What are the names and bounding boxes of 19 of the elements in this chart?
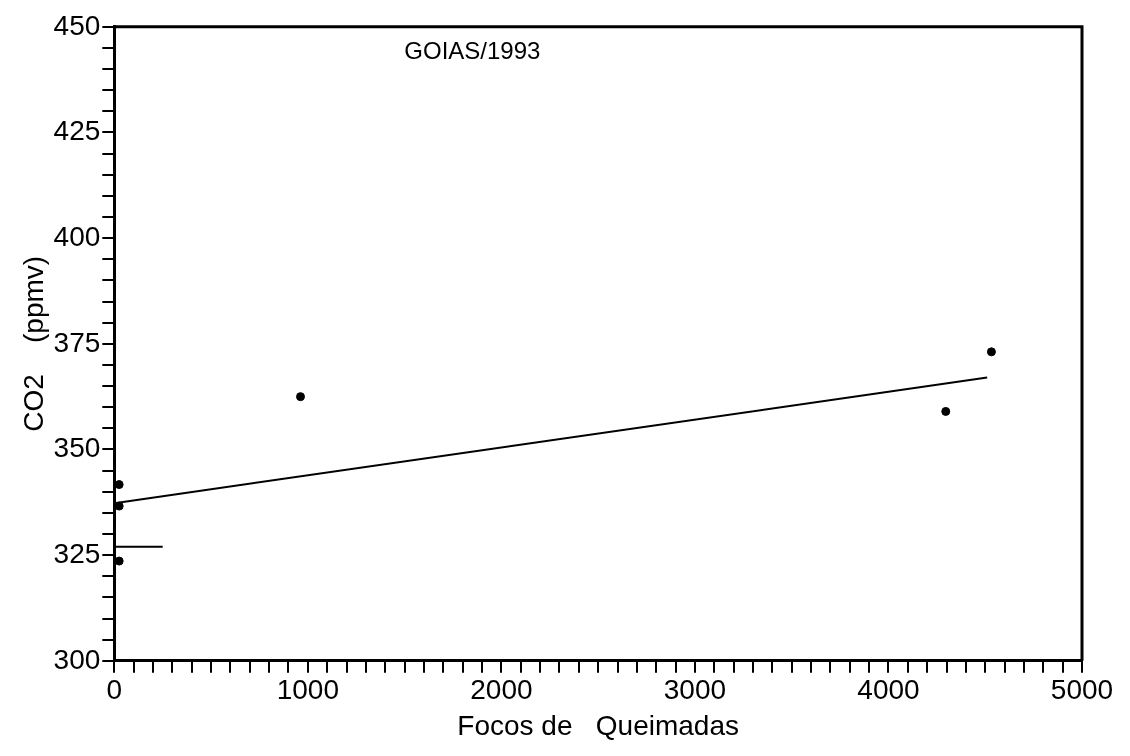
x-tick-label: 3000 xyxy=(663,674,727,706)
y-tick-label: 350 xyxy=(53,432,101,464)
x-tick-label: 4000 xyxy=(857,674,920,706)
y-tick-label: 400 xyxy=(53,220,101,252)
x-axis-title: Focos de Queimadas xyxy=(457,709,740,741)
y-tick-label: 425 xyxy=(53,115,101,147)
x-tick-label: 2000 xyxy=(470,674,533,706)
x-tick-label: 0 xyxy=(106,674,123,706)
y-tick-label: 300 xyxy=(53,643,101,675)
point xyxy=(941,406,951,416)
annotation: GOIAS/1993 xyxy=(404,37,541,65)
x-tick-label: 1000 xyxy=(276,674,339,706)
y-axis-title: CO2 (ppmv) xyxy=(17,255,49,432)
y-tick-label: 325 xyxy=(53,537,101,569)
x-tick-label: 5000 xyxy=(1050,674,1114,706)
point xyxy=(986,347,996,357)
y-tick-label: 450 xyxy=(53,9,101,41)
y-tick-label: 375 xyxy=(53,326,101,358)
point xyxy=(296,392,305,402)
